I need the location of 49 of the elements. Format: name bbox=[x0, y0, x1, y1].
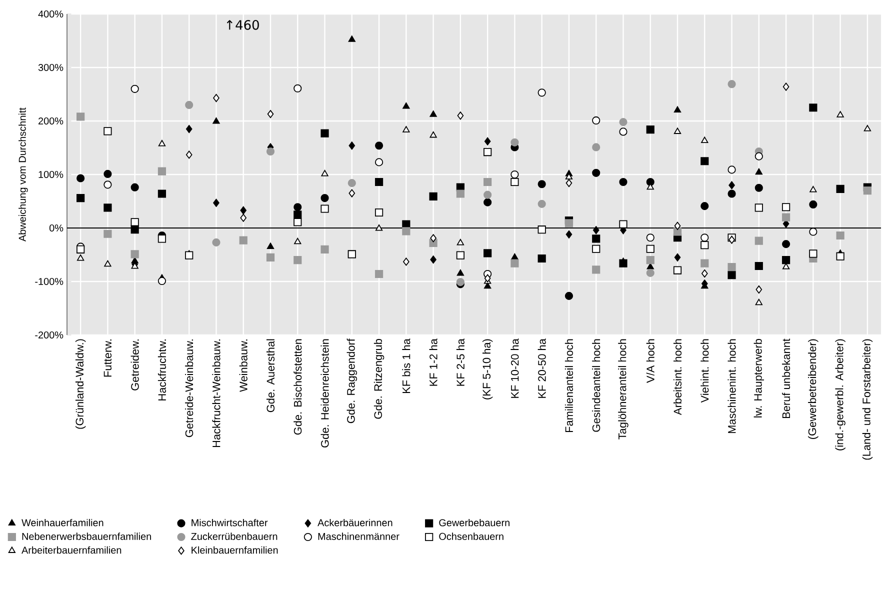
x-tick-label: lw. Haupterwerb bbox=[754, 339, 764, 418]
x-tick-label: (Grünland-Waldw.) bbox=[75, 339, 86, 429]
x-tick-label: Getreidew. bbox=[130, 340, 139, 390]
x-tick-label: Gde. Raggendorf bbox=[346, 338, 357, 424]
x-tick-label: Gesindeanteil hoch bbox=[592, 339, 600, 432]
legend-label: Nebenerwerbsbauernfamilien bbox=[22, 532, 151, 540]
x-tick-label: KF 10-20 ha bbox=[510, 338, 519, 398]
legend-label: Kleinbauernfamilien bbox=[192, 546, 278, 554]
legend-label: Weinhauerfamilien bbox=[22, 518, 104, 526]
legend-label: Ochsenbauern bbox=[439, 532, 504, 540]
x-tick-label: Hackfrucht-Weinbauw. bbox=[212, 340, 220, 448]
x-tick-label: KF 2-5 ha bbox=[456, 338, 464, 386]
x-tick-label: Getreide-Weinbauw. bbox=[185, 340, 194, 438]
x-tick-label: Maschinenint. hoch bbox=[728, 339, 736, 434]
legend-label: Gewerbebauern bbox=[439, 518, 510, 526]
annotation: ↑460 bbox=[226, 20, 259, 30]
y-tick-label: 200% bbox=[38, 117, 64, 125]
x-tick-label: KF bis 1 ha bbox=[402, 338, 410, 394]
x-tick-label: KF 1-2 ha bbox=[429, 338, 438, 386]
x-tick-label: Taglöhneranteil hoch bbox=[618, 339, 628, 440]
legend-label: Maschinenmänner bbox=[318, 532, 400, 540]
x-tick-label: V/A hoch bbox=[646, 339, 654, 383]
x-tick-label: KF 20-50 ha bbox=[538, 338, 546, 398]
y-tick-label: 300% bbox=[38, 64, 64, 72]
x-tick-label: Gde. Heidenreichstein bbox=[320, 339, 329, 448]
x-tick-label: Beruf unbekannt bbox=[782, 338, 790, 418]
x-tick-label: Viehint. hoch bbox=[700, 339, 709, 403]
y-tick-label: 400% bbox=[38, 10, 64, 18]
x-tick-label: Familienanteil hoch bbox=[564, 339, 573, 432]
x-tick-label: (Gewerbetreibender) bbox=[808, 339, 818, 439]
y-tick-label: 0% bbox=[49, 224, 64, 232]
x-tick-label: Weinbauw. bbox=[239, 340, 248, 392]
x-tick-label: Futterw. bbox=[104, 340, 112, 377]
x-tick-label: (KF 5-10 ha) bbox=[482, 339, 493, 400]
x-tick-label: Hackfruchtw. bbox=[158, 340, 166, 400]
legend-label: Zuckerrübenbauern bbox=[191, 532, 278, 540]
legend-label: Ackerbäuerinnen bbox=[318, 518, 392, 526]
y-axis-title: Abweichung vom Durchschnitt bbox=[18, 108, 28, 242]
x-tick-label: Gde. Ritzengrub bbox=[374, 339, 384, 419]
x-tick-label: (ind.-gewerbl. Arbeiter) bbox=[835, 339, 846, 450]
x-tick-label: Gde. Bischofstetten bbox=[294, 339, 302, 435]
y-tick-label: 100% bbox=[38, 170, 64, 178]
y-tick-label: -100% bbox=[35, 278, 64, 286]
x-tick-label: Gde. Auersthal bbox=[266, 339, 275, 412]
legend-label: Mischwirtschafter bbox=[192, 518, 268, 526]
x-tick-label: Arbeitsint. hoch bbox=[673, 339, 682, 416]
x-tick-label: (Land- und Forstarbeiter) bbox=[862, 339, 873, 460]
legend-label: Arbeiterbauernfamilien bbox=[22, 546, 122, 554]
y-tick-label: -200% bbox=[35, 331, 64, 339]
